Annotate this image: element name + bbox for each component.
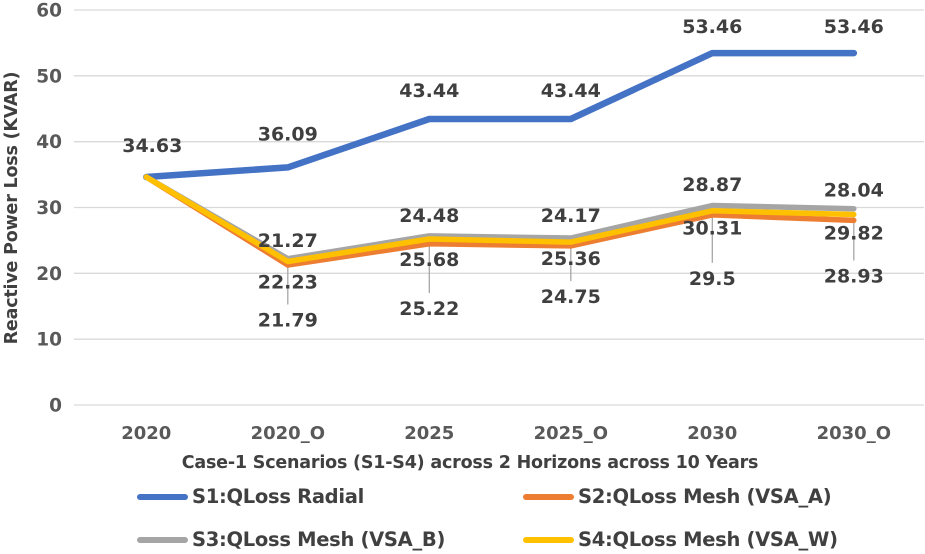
- data-label-s4: 28.93: [824, 266, 884, 288]
- x-tick-label: 2025_O: [534, 423, 608, 444]
- data-label-s3: 25.36: [541, 248, 601, 270]
- y-tick-label: 10: [36, 330, 62, 351]
- x-tick-label: 2030_O: [817, 423, 891, 444]
- y-tick-label: 40: [36, 132, 62, 153]
- y-tick-label: 60: [36, 1, 62, 22]
- series-line-s1: [143, 49, 858, 181]
- x-tick-label: 2025: [404, 423, 454, 444]
- legend-label: S3:QLoss Mesh (VSA_B): [192, 528, 446, 551]
- legend-item-s4: S4:QLoss Mesh (VSA_W): [523, 525, 838, 554]
- legend: S1:QLoss Radial S2:QLoss Mesh (VSA_A) S3:Q…: [137, 482, 838, 554]
- legend-line-swatch-icon: [523, 536, 574, 543]
- data-label-s2: 24.48: [399, 205, 459, 227]
- series-line-s4: [143, 174, 857, 265]
- y-tick-label: 30: [36, 198, 62, 219]
- data-label-s2: 28.04: [824, 179, 884, 201]
- series-line-s2: [143, 174, 857, 268]
- x-tick-label: 2020_O: [251, 423, 325, 444]
- data-label-s4: 21.79: [258, 310, 318, 332]
- data-label-s3: 30.31: [682, 218, 742, 240]
- legend-label: S1:QLoss Radial: [192, 485, 364, 508]
- y-tick-label: 0: [49, 396, 62, 417]
- x-tick-label: 2020: [121, 423, 171, 444]
- legend-label: S4:QLoss Mesh (VSA_W): [578, 528, 838, 551]
- data-label-s4: 24.75: [541, 286, 601, 308]
- data-label-s2: 21.27: [258, 230, 318, 252]
- data-label-s1: 53.46: [824, 16, 884, 38]
- legend-item-s1: S1:QLoss Radial: [137, 482, 523, 511]
- y-tick-label: 20: [36, 264, 62, 285]
- data-label-s2: 28.87: [682, 174, 742, 196]
- data-label-s4: 29.5: [689, 268, 736, 290]
- legend-line-swatch-icon: [137, 493, 188, 500]
- data-label-s2: 24.17: [541, 205, 601, 227]
- data-label-s4: 25.22: [399, 298, 459, 320]
- data-label-s3: 22.23: [258, 272, 318, 294]
- data-label-s1: 43.44: [399, 80, 459, 102]
- data-label-s1: 53.46: [682, 16, 742, 38]
- legend-item-s2: S2:QLoss Mesh (VSA_A): [523, 482, 838, 511]
- data-label-s1: 43.44: [541, 80, 601, 102]
- x-tick-label: 2030: [687, 423, 737, 444]
- legend-item-s3: S3:QLoss Mesh (VSA_B): [137, 525, 523, 554]
- legend-line-swatch-icon: [137, 536, 188, 543]
- legend-label: S2:QLoss Mesh (VSA_A): [578, 485, 832, 508]
- y-axis-title: Reactive Power Loss (KVAR): [2, 72, 22, 345]
- data-label-s1: 36.09: [258, 123, 318, 145]
- x-axis-title: Case-1 Scenarios (S1-S4) across 2 Horizo…: [182, 453, 759, 473]
- data-label-s3: 25.68: [399, 249, 459, 271]
- data-label-s1: 34.63: [122, 135, 182, 157]
- legend-line-swatch-icon: [523, 493, 574, 500]
- data-label-s3: 29.82: [824, 223, 884, 245]
- y-tick-label: 50: [36, 66, 62, 87]
